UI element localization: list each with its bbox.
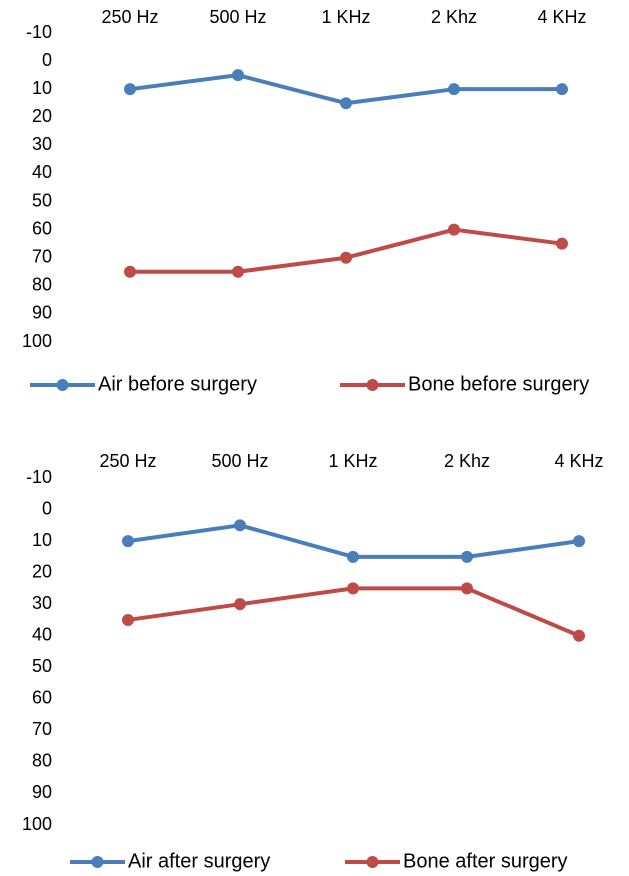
y-tick-label: 20 xyxy=(32,561,52,581)
data-point xyxy=(234,598,246,611)
data-point xyxy=(573,535,585,548)
x-tick-label: 4 KHz xyxy=(554,451,603,471)
legend-swatch-marker xyxy=(56,379,69,391)
data-point xyxy=(461,582,473,595)
y-tick-label: 0 xyxy=(42,498,52,518)
data-point xyxy=(122,613,134,626)
data-point xyxy=(234,519,246,532)
series-line xyxy=(127,586,580,638)
data-point xyxy=(340,97,352,110)
y-tick-label: 90 xyxy=(32,782,52,802)
x-tick-label: 500 Hz xyxy=(209,7,266,27)
y-tick-label: 50 xyxy=(32,190,52,210)
series-line xyxy=(130,227,563,274)
legend-swatch-marker xyxy=(91,856,104,868)
x-tick-label: 250 Hz xyxy=(99,451,156,471)
data-point xyxy=(573,629,585,642)
data-point xyxy=(122,535,134,548)
y-tick-label: 90 xyxy=(32,303,52,323)
y-tick-label: 40 xyxy=(32,162,52,182)
y-tick-label: 60 xyxy=(32,688,52,708)
legend-label: Bone after surgery xyxy=(403,850,568,872)
y-tick-label: 10 xyxy=(32,78,52,98)
data-point xyxy=(448,223,460,236)
x-tick-label: 4 KHz xyxy=(537,7,586,27)
y-tick-label: 40 xyxy=(32,624,52,644)
data-point xyxy=(124,83,136,96)
data-point xyxy=(461,550,473,563)
x-tick-label: 2 Khz xyxy=(431,7,477,27)
y-tick-label: 50 xyxy=(32,656,52,676)
y-tick-label: 80 xyxy=(32,751,52,771)
y-tick-label: 30 xyxy=(32,134,52,154)
y-tick-label: 0 xyxy=(42,50,52,70)
y-tick-label: 70 xyxy=(32,719,52,739)
y-tick-label: 80 xyxy=(32,275,52,295)
legend-swatch-marker xyxy=(366,379,379,391)
data-point xyxy=(556,237,568,250)
legend-swatch-marker xyxy=(366,856,379,868)
y-tick-label: 10 xyxy=(32,530,52,550)
data-point xyxy=(340,251,352,264)
x-tick-label: 1 KHz xyxy=(321,7,370,27)
legend-label: Bone before surgery xyxy=(408,373,589,395)
data-point xyxy=(124,265,136,278)
y-tick-label: 70 xyxy=(32,246,52,266)
y-tick-label: 30 xyxy=(32,593,52,613)
data-point xyxy=(448,83,460,96)
data-point xyxy=(232,265,244,278)
y-tick-label: 60 xyxy=(32,218,52,238)
y-tick-label: 20 xyxy=(32,106,52,126)
x-tick-label: 2 Khz xyxy=(444,451,490,471)
x-tick-label: 500 Hz xyxy=(211,451,268,471)
data-point xyxy=(347,582,359,595)
y-tick-label: -10 xyxy=(26,467,52,487)
x-tick-label: 250 Hz xyxy=(101,7,158,27)
legend-label: Air before surgery xyxy=(98,373,257,395)
y-tick-label: 100 xyxy=(22,814,52,834)
x-tick-label: 1 KHz xyxy=(328,451,377,471)
data-point xyxy=(347,550,359,563)
y-tick-label: -10 xyxy=(26,22,52,42)
legend-label: Air after surgery xyxy=(128,850,270,872)
data-point xyxy=(232,69,244,82)
data-point xyxy=(556,83,568,96)
y-tick-label: 100 xyxy=(22,331,52,351)
